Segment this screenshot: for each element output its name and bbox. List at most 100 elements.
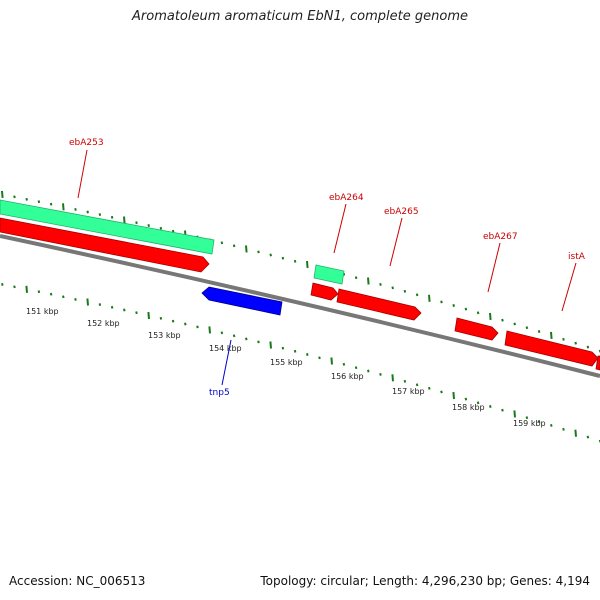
minor-tick: [37, 200, 41, 204]
major-tick: [306, 260, 309, 269]
minor-tick: [354, 366, 358, 370]
minor-tick: [257, 250, 260, 254]
rna-feature[interactable]: [0, 199, 215, 255]
rna-feature-track: [0, 199, 345, 285]
minor-tick: [318, 356, 321, 360]
minor-tick: [379, 282, 382, 286]
gene-ebA253[interactable]: [0, 217, 210, 273]
gene-ebA267[interactable]: [454, 317, 499, 341]
gene-tnp5[interactable]: [201, 286, 283, 316]
minor-tick: [196, 325, 199, 329]
major-tick: [208, 326, 211, 334]
gene-label[interactable]: ebA253: [69, 138, 104, 148]
minor-tick: [74, 297, 77, 301]
inner-tick-ring: [1, 282, 600, 443]
minor-tick: [525, 326, 529, 330]
major-tick: [25, 285, 28, 293]
kbp-label: 159 kbp: [513, 419, 546, 428]
minor-tick: [415, 293, 419, 297]
minor-tick: [476, 401, 480, 405]
major-tick: [367, 277, 370, 285]
major-tick: [147, 311, 150, 320]
gene-label[interactable]: ebA265: [384, 207, 419, 217]
outer-tick-ring: [1, 190, 600, 353]
minor-tick: [245, 337, 248, 341]
major-tick: [489, 312, 492, 321]
major-tick: [513, 410, 516, 418]
minor-tick: [415, 383, 419, 387]
major-tick: [391, 374, 394, 382]
major-tick: [269, 341, 272, 349]
minor-tick: [562, 427, 565, 431]
minor-tick: [464, 307, 468, 311]
gene-partial[interactable]: [595, 355, 600, 371]
minor-tick: [403, 289, 407, 293]
minor-tick: [147, 224, 150, 227]
kbp-labels: 151 kbp 152 kbp 153 kbp 154 kbp 155 kbp …: [26, 307, 546, 428]
minor-tick: [379, 372, 382, 376]
gene-istA[interactable]: [504, 330, 599, 367]
gene-ebA264[interactable]: [310, 282, 339, 301]
minor-tick: [354, 276, 358, 280]
minor-tick: [428, 386, 431, 390]
minor-tick: [403, 379, 407, 383]
minor-tick: [513, 322, 516, 326]
minor-tick: [98, 213, 102, 217]
minor-tick: [342, 362, 346, 366]
minor-tick: [574, 341, 577, 345]
minor-tick: [586, 435, 590, 439]
leader-line: [487, 242, 501, 293]
minor-tick: [537, 420, 541, 423]
leader-line: [389, 217, 403, 267]
minor-tick: [135, 311, 138, 315]
genome-backbone: [0, 234, 600, 378]
minor-tick: [49, 292, 53, 296]
leader-line: [221, 339, 232, 386]
kbp-label: 158 kbp: [452, 403, 485, 412]
minor-tick: [49, 202, 53, 206]
minor-tick: [269, 253, 272, 257]
minor-tick: [537, 330, 541, 333]
major-tick: [86, 298, 89, 306]
major-tick: [62, 203, 65, 211]
major-tick: [428, 294, 431, 302]
minor-tick: [452, 304, 455, 307]
minor-tick: [550, 423, 553, 427]
minor-tick: [135, 221, 138, 225]
accession-text: Accession: NC_006513: [9, 574, 146, 588]
minor-tick: [586, 345, 590, 349]
minor-tick: [159, 316, 163, 320]
genome-summary-text: Topology: circular; Length: 4,296,230 bp…: [260, 574, 590, 588]
minor-tick: [257, 340, 260, 344]
minor-tick: [281, 346, 285, 350]
major-tick: [245, 245, 248, 253]
kbp-label: 152 kbp: [87, 319, 120, 328]
gene-ebA265[interactable]: [336, 288, 422, 321]
minor-tick: [110, 215, 114, 219]
gene-label[interactable]: tnp5: [209, 388, 230, 398]
major-tick: [1, 190, 4, 198]
kbp-label: 155 kbp: [270, 358, 303, 367]
minor-tick: [1, 282, 4, 286]
minor-tick: [562, 337, 565, 341]
minor-tick: [98, 303, 102, 307]
minor-tick: [220, 241, 224, 245]
reverse-gene-track: [201, 286, 283, 316]
gene-label[interactable]: ebA264: [329, 193, 364, 203]
rna-feature[interactable]: [313, 264, 345, 285]
gene-label[interactable]: ebA267: [483, 232, 518, 242]
kbp-label: 154 kbp: [209, 344, 242, 353]
major-tick: [123, 216, 126, 224]
kbp-label: 156 kbp: [331, 372, 364, 381]
kbp-label: 151 kbp: [26, 307, 59, 316]
forward-gene-track: [0, 217, 600, 371]
minor-tick: [62, 295, 65, 299]
minor-tick: [440, 390, 443, 394]
leader-line: [561, 262, 577, 312]
major-tick: [330, 357, 333, 365]
minor-tick: [184, 322, 187, 326]
minor-tick: [159, 226, 163, 230]
gene-label[interactable]: istA: [568, 252, 586, 262]
minor-tick: [37, 290, 41, 294]
kbp-label: 153 kbp: [148, 331, 181, 340]
